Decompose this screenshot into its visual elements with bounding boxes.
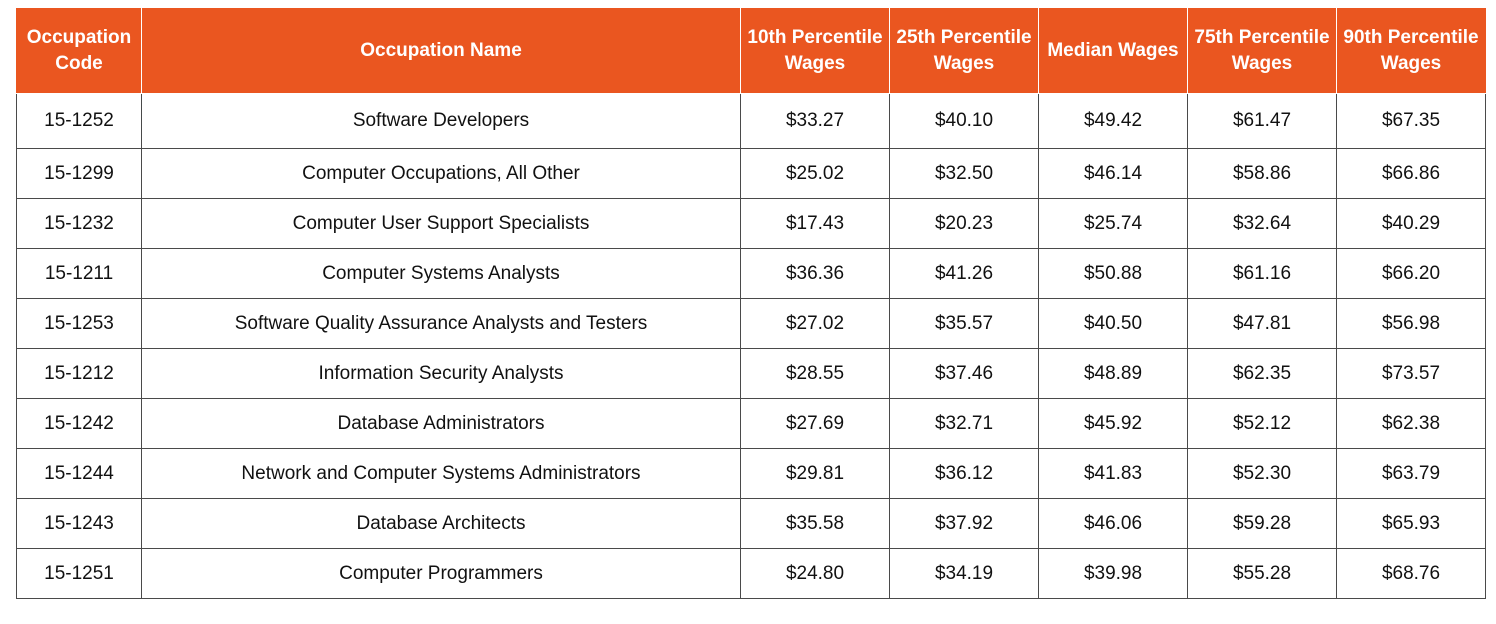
table-row: 15-1243 Database Architects $35.58 $37.92 $4… bbox=[16, 498, 1486, 549]
cell-75th-percentile: $61.16 bbox=[1187, 248, 1337, 299]
cell-occupation-code: 15-1299 bbox=[16, 148, 142, 199]
column-header-median: Median Wages bbox=[1038, 8, 1188, 94]
cell-occupation-code: 15-1253 bbox=[16, 298, 142, 349]
cell-occupation-code: 15-1242 bbox=[16, 398, 142, 449]
cell-75th-percentile: $55.28 bbox=[1187, 548, 1337, 599]
cell-25th-percentile: $35.57 bbox=[889, 298, 1039, 349]
cell-occupation-name: Computer Systems Analysts bbox=[141, 248, 741, 299]
cell-90th-percentile: $62.38 bbox=[1336, 398, 1486, 449]
cell-10th-percentile: $25.02 bbox=[740, 148, 890, 199]
cell-75th-percentile: $52.12 bbox=[1187, 398, 1337, 449]
cell-occupation-code: 15-1212 bbox=[16, 348, 142, 399]
cell-25th-percentile: $40.10 bbox=[889, 93, 1039, 149]
cell-occupation-code: 15-1252 bbox=[16, 93, 142, 149]
cell-90th-percentile: $63.79 bbox=[1336, 448, 1486, 499]
cell-occupation-name: Software Quality Assurance Analysts and … bbox=[141, 298, 741, 349]
cell-10th-percentile: $17.43 bbox=[740, 198, 890, 249]
cell-90th-percentile: $73.57 bbox=[1336, 348, 1486, 399]
cell-median: $45.92 bbox=[1038, 398, 1188, 449]
cell-10th-percentile: $33.27 bbox=[740, 93, 890, 149]
wage-table: Occupation Code Occupation Name 10th Per… bbox=[16, 8, 1486, 599]
table-row: 15-1252 Software Developers $33.27 $40.10 $4… bbox=[16, 93, 1486, 149]
table-row: 15-1242 Database Administrators $27.69 $32.… bbox=[16, 398, 1486, 449]
cell-25th-percentile: $34.19 bbox=[889, 548, 1039, 599]
cell-occupation-name: Software Developers bbox=[141, 93, 741, 149]
cell-median: $46.06 bbox=[1038, 498, 1188, 549]
header-row: Occupation Code Occupation Name 10th Per… bbox=[16, 8, 1486, 94]
cell-median: $25.74 bbox=[1038, 198, 1188, 249]
cell-25th-percentile: $20.23 bbox=[889, 198, 1039, 249]
cell-occupation-code: 15-1232 bbox=[16, 198, 142, 249]
cell-75th-percentile: $61.47 bbox=[1187, 93, 1337, 149]
cell-90th-percentile: $40.29 bbox=[1336, 198, 1486, 249]
cell-25th-percentile: $37.46 bbox=[889, 348, 1039, 399]
cell-occupation-name: Computer Programmers bbox=[141, 548, 741, 599]
column-header-occupation-code: Occupation Code bbox=[16, 8, 142, 94]
table-row: 15-1299 Computer Occupations, All Other $2… bbox=[16, 148, 1486, 199]
cell-occupation-code: 15-1211 bbox=[16, 248, 142, 299]
cell-75th-percentile: $62.35 bbox=[1187, 348, 1337, 399]
cell-10th-percentile: $29.81 bbox=[740, 448, 890, 499]
cell-10th-percentile: $24.80 bbox=[740, 548, 890, 599]
cell-90th-percentile: $68.76 bbox=[1336, 548, 1486, 599]
cell-10th-percentile: $36.36 bbox=[740, 248, 890, 299]
cell-median: $41.83 bbox=[1038, 448, 1188, 499]
wage-table-container: Occupation Code Occupation Name 10th Per… bbox=[16, 8, 1486, 599]
cell-occupation-name: Computer User Support Specialists bbox=[141, 198, 741, 249]
column-header-75th-percentile: 75th Percentile Wages bbox=[1187, 8, 1337, 94]
cell-90th-percentile: $56.98 bbox=[1336, 298, 1486, 349]
cell-occupation-name: Information Security Analysts bbox=[141, 348, 741, 399]
cell-10th-percentile: $27.69 bbox=[740, 398, 890, 449]
table-row: 15-1244 Network and Computer Systems Admi… bbox=[16, 448, 1486, 499]
cell-10th-percentile: $28.55 bbox=[740, 348, 890, 399]
cell-occupation-name: Network and Computer Systems Administrat… bbox=[141, 448, 741, 499]
table-row: 15-1251 Computer Programmers $24.80 $34.19 $… bbox=[16, 548, 1486, 599]
cell-occupation-name: Database Administrators bbox=[141, 398, 741, 449]
cell-25th-percentile: $32.50 bbox=[889, 148, 1039, 199]
cell-75th-percentile: $58.86 bbox=[1187, 148, 1337, 199]
cell-occupation-name: Database Architects bbox=[141, 498, 741, 549]
column-header-90th-percentile: 90th Percentile Wages bbox=[1336, 8, 1486, 94]
table-row: 15-1212 Information Security Analysts $28.… bbox=[16, 348, 1486, 399]
table-body: 15-1252 Software Developers $33.27 $40.10 $4… bbox=[16, 93, 1486, 599]
cell-90th-percentile: $65.93 bbox=[1336, 498, 1486, 549]
cell-occupation-code: 15-1244 bbox=[16, 448, 142, 499]
cell-median: $48.89 bbox=[1038, 348, 1188, 399]
cell-90th-percentile: $66.86 bbox=[1336, 148, 1486, 199]
cell-median: $39.98 bbox=[1038, 548, 1188, 599]
cell-25th-percentile: $32.71 bbox=[889, 398, 1039, 449]
cell-10th-percentile: $35.58 bbox=[740, 498, 890, 549]
column-header-10th-percentile: 10th Percentile Wages bbox=[740, 8, 890, 94]
table-row: 15-1253 Software Quality Assurance Analys… bbox=[16, 298, 1486, 349]
cell-median: $46.14 bbox=[1038, 148, 1188, 199]
cell-25th-percentile: $36.12 bbox=[889, 448, 1039, 499]
cell-90th-percentile: $66.20 bbox=[1336, 248, 1486, 299]
cell-median: $40.50 bbox=[1038, 298, 1188, 349]
cell-median: $50.88 bbox=[1038, 248, 1188, 299]
cell-75th-percentile: $47.81 bbox=[1187, 298, 1337, 349]
cell-25th-percentile: $41.26 bbox=[889, 248, 1039, 299]
cell-10th-percentile: $27.02 bbox=[740, 298, 890, 349]
cell-median: $49.42 bbox=[1038, 93, 1188, 149]
cell-90th-percentile: $67.35 bbox=[1336, 93, 1486, 149]
cell-75th-percentile: $32.64 bbox=[1187, 198, 1337, 249]
cell-75th-percentile: $59.28 bbox=[1187, 498, 1337, 549]
cell-25th-percentile: $37.92 bbox=[889, 498, 1039, 549]
table-row: 15-1232 Computer User Support Specialists… bbox=[16, 198, 1486, 249]
cell-occupation-name: Computer Occupations, All Other bbox=[141, 148, 741, 199]
column-header-25th-percentile: 25th Percentile Wages bbox=[889, 8, 1039, 94]
table-row: 15-1211 Computer Systems Analysts $36.36 $4… bbox=[16, 248, 1486, 299]
cell-occupation-code: 15-1251 bbox=[16, 548, 142, 599]
column-header-occupation-name: Occupation Name bbox=[141, 8, 741, 94]
cell-75th-percentile: $52.30 bbox=[1187, 448, 1337, 499]
cell-occupation-code: 15-1243 bbox=[16, 498, 142, 549]
